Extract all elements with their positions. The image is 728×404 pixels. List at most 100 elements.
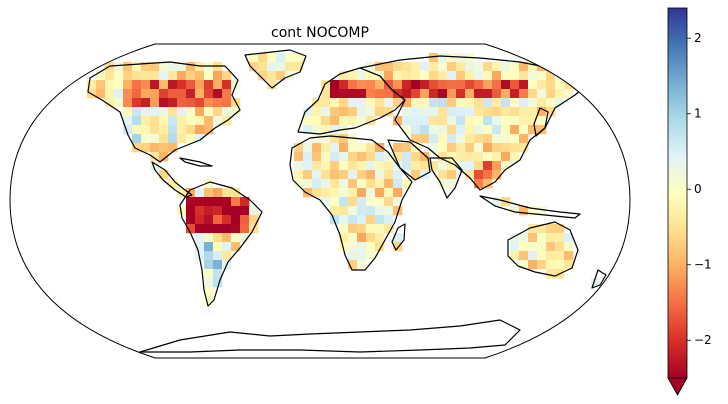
land-cell xyxy=(555,224,565,234)
land-cell xyxy=(510,116,520,126)
land-cell xyxy=(483,116,493,126)
land-cell xyxy=(366,188,376,198)
land-cell xyxy=(546,233,556,243)
land-cell xyxy=(330,143,340,153)
land-cell xyxy=(528,71,538,81)
land-cell xyxy=(357,188,367,198)
land-cell xyxy=(420,116,430,126)
land-cell xyxy=(528,116,538,126)
land-cell xyxy=(150,125,160,135)
land-cell xyxy=(438,143,448,153)
land-cell xyxy=(204,287,214,297)
land-cell xyxy=(474,125,484,135)
land-cell xyxy=(492,170,502,180)
land-cell xyxy=(186,62,196,72)
land-cell xyxy=(402,71,412,81)
land-cell xyxy=(168,89,178,99)
land-cell xyxy=(384,206,394,216)
land-cell xyxy=(213,215,223,225)
land-cell xyxy=(366,152,376,162)
land-cell xyxy=(474,179,484,189)
land-cell xyxy=(339,233,349,243)
land-cell xyxy=(159,89,169,99)
land-cell xyxy=(348,242,358,252)
land-cell xyxy=(447,125,457,135)
land-cell xyxy=(168,134,178,144)
land-cell xyxy=(456,143,466,153)
land-cell xyxy=(132,71,142,81)
land-cell xyxy=(492,134,502,144)
land-cell xyxy=(294,179,304,189)
land-cell xyxy=(537,206,547,216)
land-cell xyxy=(132,62,142,72)
land-cell xyxy=(537,89,547,99)
coastline-australia xyxy=(507,221,579,277)
land-cell xyxy=(150,152,160,162)
land-cell xyxy=(186,98,196,108)
globe-border xyxy=(9,43,631,359)
land-cell xyxy=(114,62,124,72)
land-cell xyxy=(168,143,178,153)
land-cell xyxy=(186,206,196,216)
land-cell xyxy=(393,62,403,72)
land-cell xyxy=(528,260,538,270)
land-cell xyxy=(150,71,160,81)
land-cell xyxy=(213,107,223,117)
land-cell xyxy=(510,80,520,90)
colorbar-tick-label: −1 xyxy=(694,258,712,272)
land-cell xyxy=(537,71,547,81)
land-cell xyxy=(348,206,358,216)
land-cell xyxy=(294,152,304,162)
land-cell xyxy=(222,206,232,216)
land-cell xyxy=(420,152,430,162)
coastline-south-america xyxy=(179,181,263,307)
land-cell xyxy=(285,53,295,63)
land-cell xyxy=(501,161,511,171)
land-cell xyxy=(204,233,214,243)
land-cell xyxy=(447,62,457,72)
land-cell xyxy=(429,125,439,135)
land-cell xyxy=(519,80,529,90)
land-cell xyxy=(519,71,529,81)
land-cell xyxy=(141,71,151,81)
land-cell xyxy=(96,89,106,99)
land-cell xyxy=(528,233,538,243)
land-cell xyxy=(321,134,331,144)
land-cell xyxy=(510,152,520,162)
coastline-caribbean xyxy=(179,157,213,167)
map-title: cont NOCOMP xyxy=(271,25,369,41)
land-cell xyxy=(564,89,574,99)
land-cell xyxy=(159,125,169,135)
land-cell xyxy=(159,80,169,90)
land-cell xyxy=(186,134,196,144)
land-cell xyxy=(141,80,151,90)
land-cell xyxy=(240,206,250,216)
land-cell xyxy=(357,152,367,162)
land-cell xyxy=(348,224,358,234)
land-cell xyxy=(546,251,556,261)
land-cell xyxy=(429,98,439,108)
land-cell xyxy=(177,80,187,90)
land-cell xyxy=(204,215,214,225)
land-cell xyxy=(375,161,385,171)
land-cell xyxy=(357,170,367,180)
land-cell xyxy=(141,134,151,144)
land-cell xyxy=(492,98,502,108)
land-cell xyxy=(384,188,394,198)
land-cell xyxy=(321,80,331,90)
land-cell xyxy=(528,98,538,108)
land-cell xyxy=(393,143,403,153)
land-cell xyxy=(213,233,223,243)
land-cell xyxy=(384,224,394,234)
land-cell xyxy=(366,170,376,180)
land-cell xyxy=(546,98,556,108)
coastline-greenland xyxy=(244,49,307,89)
land-cell xyxy=(420,80,430,90)
land-cell xyxy=(564,233,574,243)
land-cell xyxy=(213,71,223,81)
land-cell xyxy=(312,98,322,108)
colorbar-tick-label: −2 xyxy=(694,333,712,347)
land-cell xyxy=(213,224,223,234)
land-cell xyxy=(339,80,349,90)
land-cell xyxy=(231,242,241,252)
